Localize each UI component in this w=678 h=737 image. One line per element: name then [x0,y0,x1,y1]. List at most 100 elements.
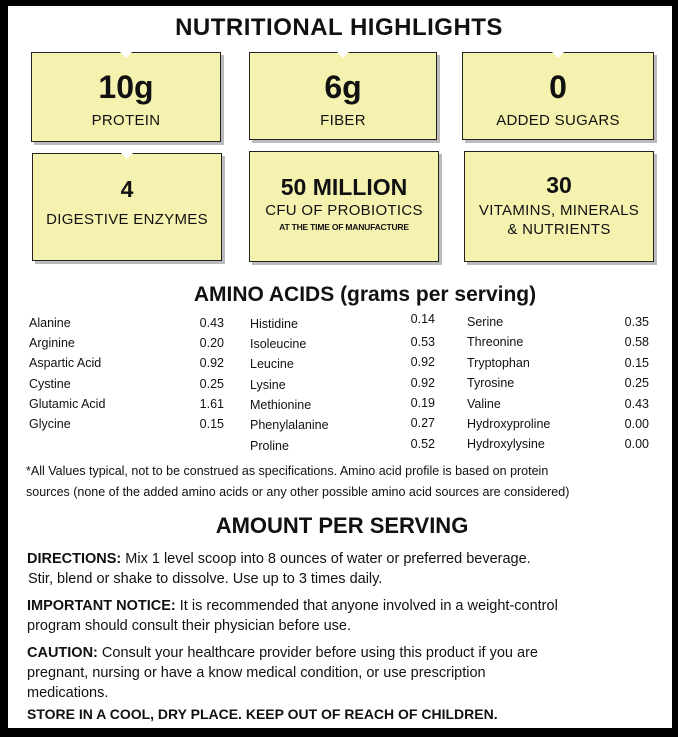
amino-value: 0.53 [410,335,435,349]
highlight-value: 4 [120,176,134,202]
amino-value: 0.20 [199,336,224,350]
highlight-digestive-enzymes: 4 DIGESTIVE ENZYMES [32,152,222,261]
amino-value: 0.15 [199,417,224,431]
amino-acids-title: AMINO ACIDS (grams per serving) [193,283,537,306]
caution-text-line2: pregnant, nursing or have a know medical… [27,665,486,681]
amino-row: Histidine 0.14 [250,312,435,336]
highlight-fiber: 6g FIBER [249,51,437,140]
highlight-label: CFU OF PROBIOTICS [265,202,423,219]
amino-name: Serine [467,315,504,329]
highlight-value: 10g [98,69,154,105]
highlight-value: 50 MILLION [280,174,408,200]
highlight-value: 30 [546,172,572,198]
amino-row: Aspartic Acid 0.92 [29,356,224,376]
amino-row: Phenylalanine 0.27 [250,416,435,438]
notice-text-line2: program should consult their physician b… [27,618,352,634]
amino-value: 0.25 [624,376,649,390]
directions-text: Mix 1 level scoop into 8 ounces of water… [121,551,531,567]
amino-row: Valine 0.43 [467,397,649,417]
amino-name: Lysine [250,378,286,392]
notch-icon [120,152,134,159]
notch-icon [336,51,350,58]
amino-value: 0.43 [199,316,224,330]
caution: CAUTION: Consult your healthcare provide… [27,643,657,703]
important-notice: IMPORTANT NOTICE: It is recommended that… [27,596,657,636]
footnote-line: *All Values typical, not to be construed… [26,464,549,478]
amino-value: 0.52 [410,437,435,451]
amino-row: Glutamic Acid 1.61 [29,397,224,417]
amino-name: Hydroxylysine [467,437,545,451]
notch-icon [551,51,565,58]
amino-value: 0.43 [624,397,649,411]
amino-value: 0.19 [410,396,435,410]
amino-row: Isoleucine 0.53 [250,335,435,357]
amino-row: Tryptophan 0.15 [467,356,649,376]
highlight-label: PROTEIN [91,112,161,129]
amino-value: 0.00 [624,437,649,451]
notch-icon [119,51,133,58]
caution-text-line3: medications. [27,685,109,701]
amino-row: Hydroxylysine 0.00 [467,437,649,457]
amino-name: Proline [250,439,289,453]
caution-text: Consult your healthcare provider before … [97,645,538,661]
notice-text: It is recommended that anyone involved i… [175,598,558,614]
amino-name: Aspartic Acid [29,356,102,370]
amino-value: 0.92 [410,355,435,369]
amino-row: Lysine 0.92 [250,376,435,398]
amino-name: Leucine [250,357,294,371]
amino-row: Hydroxyproline 0.00 [467,417,649,437]
highlight-label-line2: & NUTRIENTS [507,221,611,238]
storage-warning: STORE IN A COOL, DRY PLACE. KEEP OUT OF … [27,704,657,724]
amino-row: Methionine 0.19 [250,396,435,418]
footnote-line: sources (none of the added amino acids o… [26,485,570,499]
amino-value: 0.14 [410,312,435,326]
amino-value: 0.15 [624,356,649,370]
amino-value: 1.61 [199,397,224,411]
directions-text-line2: Stir, blend or shake to dissolve. Use up… [28,571,383,587]
directions-label: DIRECTIONS: [27,551,122,567]
amino-row: Threonine 0.58 [467,335,649,355]
amino-value: 0.35 [624,315,649,329]
amino-name: Arginine [29,336,75,350]
amino-value: 0.27 [410,416,435,430]
caution-label: CAUTION: [27,645,98,661]
highlight-label: ADDED SUGARS [496,112,620,129]
amino-name: Histidine [250,317,298,331]
amino-name: Valine [467,397,501,411]
amino-row: Tyrosine 0.25 [467,376,649,396]
amino-value: 0.00 [624,417,649,431]
amount-per-serving-title: AMOUNT PER SERVING [215,513,469,538]
amino-row: Glycine 0.15 [29,417,224,437]
storage-text: STORE IN A COOL, DRY PLACE. KEEP OUT OF … [27,706,498,722]
amino-name: Tyrosine [467,376,515,390]
highlight-value: 0 [549,69,567,105]
amino-row: Alanine 0.43 [29,316,224,336]
amino-row: Cystine 0.25 [29,377,224,397]
amino-name: Cystine [29,377,71,391]
amino-footnote: *All Values typical, not to be construed… [26,461,666,503]
highlight-label: VITAMINS, MINERALS [478,202,640,219]
amino-name: Hydroxyproline [467,417,551,431]
highlight-label: FIBER [320,112,366,129]
amino-value: 0.92 [410,376,435,390]
amino-name: Threonine [467,335,524,349]
amino-name: Glutamic Acid [29,397,106,411]
highlight-added-sugars: 0 ADDED SUGARS [462,51,654,140]
amino-name: Isoleucine [250,337,307,351]
amino-value: 0.92 [199,356,224,370]
amino-row: Proline 0.52 [250,437,435,459]
amino-name: Glycine [29,417,71,431]
directions: DIRECTIONS: Mix 1 level scoop into 8 oun… [27,549,657,589]
highlight-probiotics: 50 MILLION CFU OF PROBIOTICS AT THE TIME… [249,151,439,262]
amino-name: Alanine [29,316,71,330]
amino-row: Arginine 0.20 [29,336,224,356]
amino-name: Tryptophan [467,356,530,370]
highlight-value: 6g [324,69,362,105]
amino-name: Phenylalanine [250,418,329,432]
highlight-vitamins: 30 VITAMINS, MINERALS & NUTRIENTS [464,151,654,262]
amino-row: Leucine 0.92 [250,355,435,377]
amino-value: 0.25 [199,377,224,391]
notice-label: IMPORTANT NOTICE: [27,598,176,614]
amino-name: Methionine [250,398,312,412]
highlight-label: DIGESTIVE ENZYMES [46,211,208,228]
